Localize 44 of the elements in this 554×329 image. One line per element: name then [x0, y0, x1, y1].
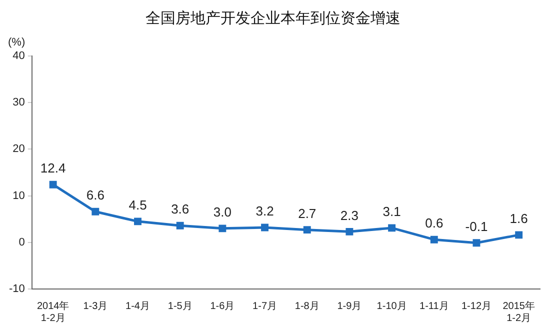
x-tick-label: 2014年 1-2月	[36, 300, 70, 324]
point	[176, 222, 184, 230]
point	[472, 239, 480, 247]
y-tick-label: 30	[12, 96, 25, 109]
x-tick-label: 1-7月	[252, 300, 278, 312]
data-label: 12.4	[40, 160, 66, 176]
data-label: 3.1	[382, 204, 401, 220]
x-tick-label: 1-10月	[376, 300, 407, 312]
y-tick-label: 20	[12, 143, 25, 156]
x-tick-label: 1-8月	[294, 300, 320, 312]
chart-title: 全国房地产开发企业本年到位资金增速	[146, 10, 400, 28]
point	[92, 208, 100, 216]
x-tick-label: 1-6月	[210, 300, 235, 312]
data-label: 2.3	[340, 208, 358, 223]
x-tick-label: 1-4月	[126, 300, 150, 312]
x-tick-label: 1-9月	[337, 300, 362, 312]
point	[134, 218, 142, 226]
y-tick-label: 40	[12, 50, 25, 62]
data-label: 2.7	[298, 206, 316, 221]
data-label: 3.2	[256, 204, 274, 219]
point	[346, 228, 354, 236]
y-tick-label: 0	[18, 236, 25, 248]
data-label: 6.6	[86, 188, 104, 203]
data-label: -0.1	[465, 218, 488, 234]
x-tick-label: 1-12月	[461, 300, 492, 312]
point	[303, 226, 311, 234]
x-tick-label: 1-5月	[168, 300, 192, 312]
x-tick-label: 1-11月	[420, 300, 449, 312]
x-tick-label: 1-3月	[83, 300, 108, 312]
point	[515, 231, 523, 239]
point	[218, 224, 226, 232]
data-label: 3.0	[213, 204, 232, 220]
point	[388, 224, 396, 232]
y-tick-label: 10	[12, 190, 25, 202]
point	[430, 236, 438, 244]
y-axis-title: (%)	[8, 36, 26, 49]
point	[261, 224, 269, 232]
data-label: 3.6	[171, 202, 190, 217]
data-label: 4.5	[128, 198, 147, 213]
data-label: 1.6	[510, 211, 528, 226]
x-tick-label: 2015年 1-2月	[502, 300, 535, 324]
y-tick-label: -10	[8, 283, 25, 296]
point	[49, 180, 57, 188]
data-label: 0.6	[425, 216, 444, 231]
